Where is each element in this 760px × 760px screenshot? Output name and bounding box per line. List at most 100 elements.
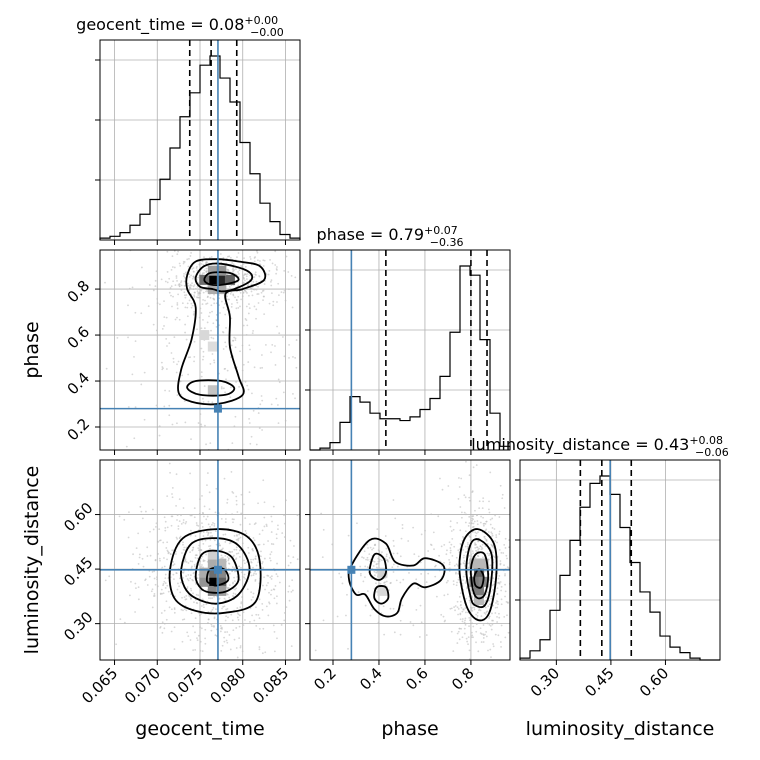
scatter-point bbox=[167, 590, 170, 593]
scatter-point bbox=[131, 373, 134, 376]
scatter-point bbox=[269, 553, 272, 556]
contour-2 bbox=[194, 549, 240, 594]
scatter-point bbox=[496, 593, 499, 595]
scatter-point bbox=[168, 342, 171, 345]
scatter-point bbox=[193, 291, 196, 294]
scatter-point bbox=[162, 592, 165, 595]
scatter-point bbox=[177, 293, 180, 296]
scatter-point bbox=[211, 523, 213, 526]
scatter-point bbox=[169, 552, 172, 555]
scatter-point bbox=[230, 303, 233, 305]
scatter-point bbox=[453, 545, 456, 548]
scatter-point bbox=[152, 595, 155, 597]
scatter-point bbox=[473, 608, 476, 611]
scatter-point bbox=[241, 650, 244, 653]
scatter-point bbox=[499, 581, 502, 583]
scatter-point bbox=[200, 262, 203, 265]
scatter-point bbox=[248, 422, 251, 424]
scatter-point bbox=[245, 532, 248, 535]
scatter-point bbox=[230, 305, 233, 308]
scatter-point bbox=[201, 598, 204, 601]
scatter-point bbox=[226, 593, 229, 596]
scatter-point bbox=[174, 550, 177, 553]
scatter-point bbox=[211, 353, 214, 355]
scatter-point bbox=[277, 422, 280, 424]
scatter-point bbox=[471, 530, 474, 533]
scatter-point bbox=[155, 329, 158, 332]
scatter-point bbox=[187, 635, 190, 638]
scatter-point bbox=[276, 404, 279, 406]
density-panel-luminosity-distance-vs-phase: 0.2 0.4 0.6 0.8 bbox=[305, 459, 511, 694]
scatter-point bbox=[259, 367, 262, 369]
scatter-point bbox=[476, 611, 479, 614]
scatter-point bbox=[463, 560, 466, 562]
x-axis-label-phase: phase bbox=[381, 718, 438, 740]
scatter-point bbox=[263, 557, 266, 560]
scatter-point bbox=[240, 493, 243, 496]
scatter-point bbox=[340, 576, 342, 579]
scatter-point bbox=[254, 580, 257, 582]
scatter-point bbox=[485, 539, 488, 542]
scatter-point bbox=[205, 303, 207, 305]
scatter-point bbox=[461, 620, 464, 623]
scatter-point bbox=[495, 534, 498, 536]
scatter-point bbox=[222, 387, 225, 390]
scatter-point bbox=[264, 344, 267, 346]
scatter-point bbox=[236, 301, 239, 304]
scatter-point bbox=[425, 581, 428, 583]
scatter-point bbox=[479, 545, 482, 547]
scatter-point bbox=[246, 384, 249, 387]
scatter-point bbox=[193, 360, 195, 363]
scatter-point bbox=[294, 276, 297, 279]
scatter-point bbox=[228, 542, 231, 545]
scatter-point bbox=[468, 535, 471, 538]
scatter-point bbox=[200, 371, 203, 374]
scatter-point bbox=[193, 312, 196, 315]
scatter-point bbox=[270, 403, 273, 406]
scatter-point bbox=[276, 575, 279, 578]
scatter-point bbox=[179, 283, 181, 286]
contour-3 bbox=[203, 271, 240, 286]
scatter-point bbox=[267, 540, 269, 542]
scatter-point bbox=[196, 290, 199, 293]
scatter-point bbox=[393, 545, 395, 547]
scatter-point bbox=[261, 529, 264, 532]
scatter-point bbox=[209, 363, 212, 365]
scatter-point bbox=[225, 345, 228, 348]
density-cell bbox=[207, 274, 218, 285]
scatter-point bbox=[119, 618, 122, 621]
scatter-point bbox=[194, 287, 197, 290]
scatter-point bbox=[443, 620, 446, 623]
scatter-point bbox=[185, 594, 188, 597]
scatter-point bbox=[500, 598, 503, 601]
scatter-point bbox=[235, 381, 237, 383]
scatter-point bbox=[199, 531, 202, 534]
scatter-point bbox=[267, 582, 269, 584]
scatter-point bbox=[163, 609, 166, 612]
scatter-point bbox=[261, 561, 264, 563]
scatter-point bbox=[282, 291, 285, 294]
scatter-point bbox=[240, 602, 243, 605]
scatter-point bbox=[199, 640, 202, 643]
scatter-point bbox=[203, 256, 205, 259]
scatter-point bbox=[229, 396, 232, 399]
scatter-point bbox=[270, 515, 273, 518]
scatter-point bbox=[234, 415, 237, 418]
scatter-point bbox=[226, 641, 229, 644]
scatter-point bbox=[210, 256, 213, 258]
scatter-point bbox=[202, 401, 205, 403]
scatter-point bbox=[201, 303, 204, 306]
scatter-point bbox=[243, 279, 246, 282]
scatter-point bbox=[241, 542, 244, 545]
scatter-point bbox=[488, 552, 491, 555]
scatter-point bbox=[258, 275, 261, 278]
scatter-point bbox=[433, 548, 435, 551]
scatter-point bbox=[163, 557, 165, 559]
scatter-point bbox=[449, 607, 452, 610]
scatter-point bbox=[255, 280, 258, 283]
scatter-point bbox=[393, 631, 396, 634]
scatter-point bbox=[236, 256, 238, 258]
scatter-point bbox=[255, 317, 257, 320]
scatter-point bbox=[183, 291, 186, 294]
scatter-point bbox=[467, 566, 470, 569]
